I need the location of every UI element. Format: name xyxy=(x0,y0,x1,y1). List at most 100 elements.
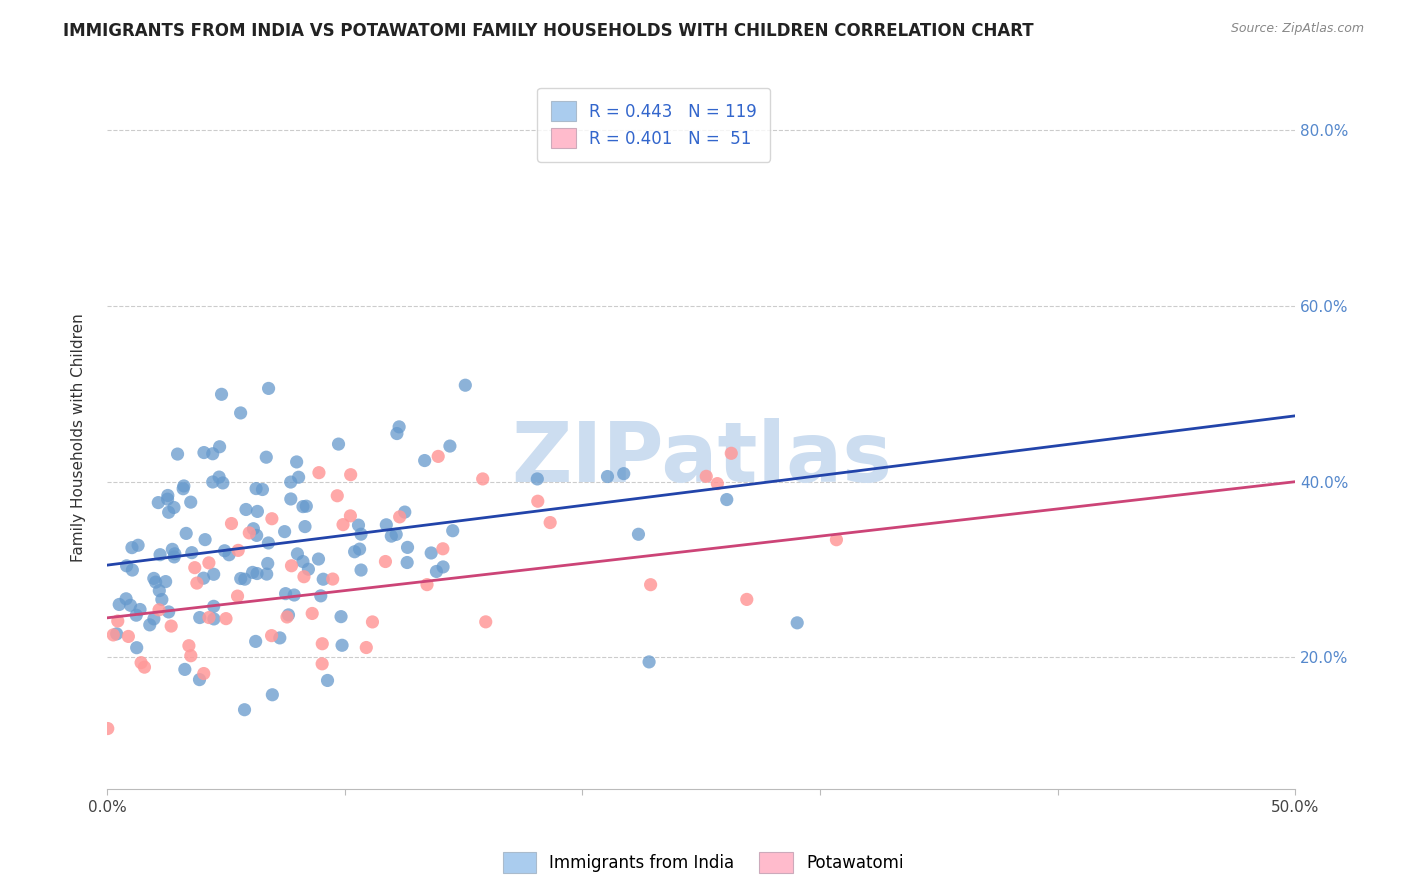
Immigrants from India xyxy=(425,565,447,579)
Immigrants from India xyxy=(156,492,179,507)
Immigrants from India xyxy=(201,447,224,461)
Immigrants from India xyxy=(283,588,305,602)
Potawatomi xyxy=(471,472,494,486)
Immigrants from India xyxy=(211,387,233,401)
Immigrants from India xyxy=(432,560,454,574)
Immigrants from India xyxy=(256,567,278,582)
Immigrants from India xyxy=(349,542,371,557)
Potawatomi xyxy=(695,469,717,483)
Immigrants from India xyxy=(627,527,650,541)
Immigrants from India xyxy=(229,572,252,586)
Potawatomi xyxy=(148,603,170,617)
Potawatomi xyxy=(184,560,207,574)
Immigrants from India xyxy=(157,605,180,619)
Immigrants from India xyxy=(163,500,186,515)
Immigrants from India xyxy=(328,437,350,451)
Immigrants from India xyxy=(193,571,215,585)
Potawatomi xyxy=(361,615,384,629)
Potawatomi xyxy=(326,489,349,503)
Immigrants from India xyxy=(396,541,419,555)
Immigrants from India xyxy=(180,495,202,509)
Potawatomi xyxy=(735,592,758,607)
Potawatomi xyxy=(177,639,200,653)
Immigrants from India xyxy=(280,475,302,489)
Potawatomi xyxy=(388,509,411,524)
Text: IMMIGRANTS FROM INDIA VS POTAWATOMI FAMILY HOUSEHOLDS WITH CHILDREN CORRELATION : IMMIGRANTS FROM INDIA VS POTAWATOMI FAMI… xyxy=(63,22,1033,40)
Immigrants from India xyxy=(173,662,195,676)
Immigrants from India xyxy=(441,524,464,538)
Immigrants from India xyxy=(262,688,284,702)
Immigrants from India xyxy=(148,495,170,509)
Potawatomi xyxy=(432,541,454,556)
Immigrants from India xyxy=(155,574,177,589)
Immigrants from India xyxy=(145,575,167,590)
Immigrants from India xyxy=(375,517,398,532)
Immigrants from India xyxy=(269,631,291,645)
Immigrants from India xyxy=(246,566,269,581)
Immigrants from India xyxy=(121,541,143,555)
Potawatomi xyxy=(308,466,330,480)
Immigrants from India xyxy=(254,450,277,465)
Immigrants from India xyxy=(188,673,211,687)
Immigrants from India xyxy=(214,543,236,558)
Immigrants from India xyxy=(242,522,264,536)
Immigrants from India xyxy=(202,612,225,626)
Immigrants from India xyxy=(526,472,548,486)
Immigrants from India xyxy=(229,406,252,420)
Text: Source: ZipAtlas.com: Source: ZipAtlas.com xyxy=(1230,22,1364,36)
Immigrants from India xyxy=(350,563,373,577)
Immigrants from India xyxy=(163,549,186,564)
Immigrants from India xyxy=(347,518,370,533)
Potawatomi xyxy=(276,610,298,624)
Potawatomi xyxy=(311,637,333,651)
Potawatomi xyxy=(215,612,238,626)
Immigrants from India xyxy=(218,548,240,562)
Immigrants from India xyxy=(295,499,318,513)
Immigrants from India xyxy=(343,545,366,559)
Immigrants from India xyxy=(120,599,142,613)
Immigrants from India xyxy=(142,612,165,626)
Legend: R = 0.443   N = 119, R = 0.401   N =  51: R = 0.443 N = 119, R = 0.401 N = 51 xyxy=(537,87,770,161)
Potawatomi xyxy=(260,629,283,643)
Immigrants from India xyxy=(454,378,477,392)
Immigrants from India xyxy=(142,571,165,585)
Potawatomi xyxy=(640,577,662,591)
Immigrants from India xyxy=(208,470,231,484)
Immigrants from India xyxy=(139,618,162,632)
Immigrants from India xyxy=(439,439,461,453)
Immigrants from India xyxy=(172,482,194,496)
Immigrants from India xyxy=(394,505,416,519)
Potawatomi xyxy=(134,660,156,674)
Immigrants from India xyxy=(245,482,267,496)
Immigrants from India xyxy=(173,479,195,493)
Immigrants from India xyxy=(287,470,309,484)
Potawatomi xyxy=(226,543,249,558)
Potawatomi xyxy=(322,572,344,586)
Immigrants from India xyxy=(108,598,131,612)
Potawatomi xyxy=(186,576,208,591)
Immigrants from India xyxy=(202,567,225,582)
Immigrants from India xyxy=(613,467,636,481)
Potawatomi xyxy=(332,517,354,532)
Immigrants from India xyxy=(786,615,808,630)
Potawatomi xyxy=(117,630,139,644)
Potawatomi xyxy=(160,619,183,633)
Immigrants from India xyxy=(297,562,319,576)
Immigrants from India xyxy=(127,538,149,552)
Immigrants from India xyxy=(316,673,339,688)
Immigrants from India xyxy=(420,546,443,560)
Immigrants from India xyxy=(121,563,143,577)
Immigrants from India xyxy=(257,381,280,395)
Immigrants from India xyxy=(716,492,738,507)
Immigrants from India xyxy=(309,589,332,603)
Potawatomi xyxy=(292,570,315,584)
Y-axis label: Family Households with Children: Family Households with Children xyxy=(72,313,86,562)
Potawatomi xyxy=(526,494,548,508)
Immigrants from India xyxy=(252,483,274,497)
Potawatomi xyxy=(238,525,260,540)
Immigrants from India xyxy=(294,519,316,533)
Immigrants from India xyxy=(396,556,419,570)
Immigrants from India xyxy=(638,655,661,669)
Immigrants from India xyxy=(246,528,269,542)
Immigrants from India xyxy=(385,527,408,541)
